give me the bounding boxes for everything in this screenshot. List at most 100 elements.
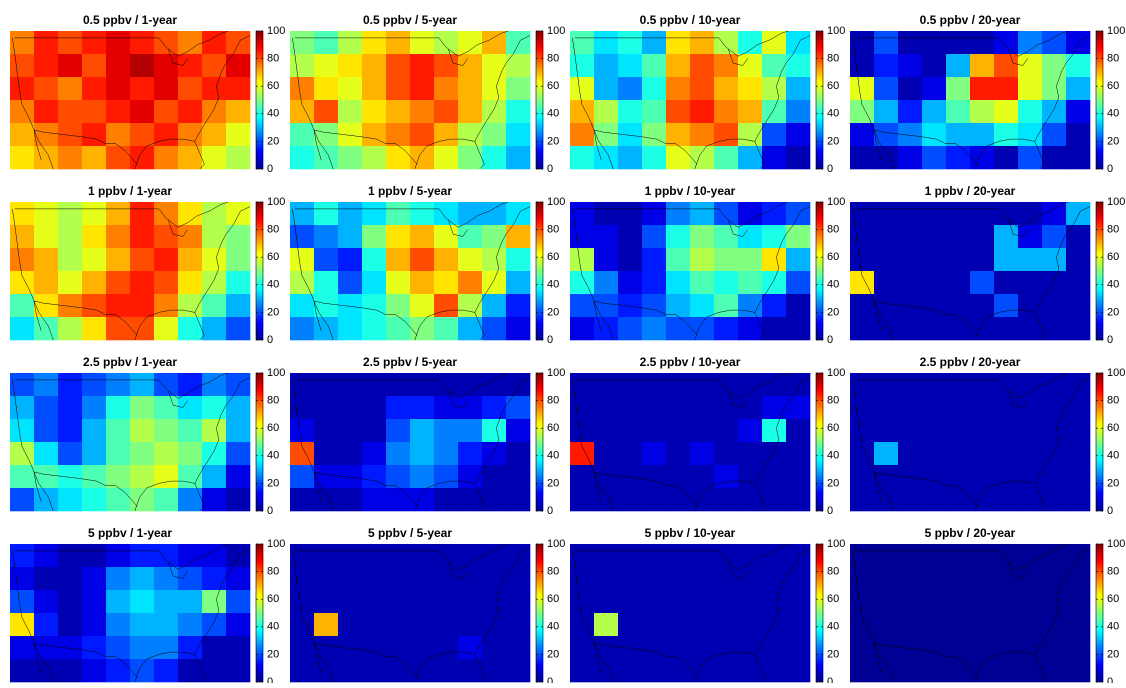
- heat-cell: [1018, 544, 1043, 568]
- heat-cell: [618, 100, 643, 124]
- heat-cell: [506, 488, 531, 512]
- heat-cell: [386, 442, 411, 466]
- heat-cell: [154, 294, 179, 318]
- colorbar-tick-label: 60: [1107, 422, 1119, 434]
- heat-cell: [618, 419, 643, 443]
- colorbar-tick-label: 80: [827, 566, 839, 578]
- heat-cell: [338, 419, 363, 443]
- heat-cell: [762, 488, 787, 512]
- heat-cell: [434, 442, 459, 466]
- heat-cell: [786, 442, 811, 466]
- heat-cell: [1042, 590, 1067, 614]
- heat-cell: [386, 636, 411, 660]
- colorbar-tick-label: 20: [267, 648, 279, 660]
- heat-cell: [970, 54, 995, 78]
- heat-cell: [714, 202, 739, 226]
- heat-cell: [850, 146, 875, 170]
- heat-cell: [202, 419, 227, 443]
- heat-cell: [1018, 202, 1043, 226]
- heat-cell: [850, 202, 875, 226]
- heat-cell: [1018, 613, 1043, 637]
- colorbar-tick-label: 20: [547, 306, 559, 318]
- heat-cell: [1066, 146, 1091, 170]
- heat-cell: [10, 567, 35, 591]
- colorbar-tick-label: 60: [267, 593, 279, 605]
- heat-cell: [386, 613, 411, 637]
- heat-cell: [874, 590, 899, 614]
- heat-cell: [714, 488, 739, 512]
- heat-cell: [738, 77, 763, 101]
- heat-cell: [738, 31, 763, 55]
- heat-cell: [594, 613, 619, 637]
- colorbar-tick-label: 0: [267, 334, 273, 346]
- heat-cell: [10, 54, 35, 78]
- heat-cell: [506, 77, 531, 101]
- heat-cell: [850, 77, 875, 101]
- heat-cell: [714, 146, 739, 170]
- heat-cell: [10, 636, 35, 660]
- colorbar-tick-label: 100: [1107, 25, 1125, 37]
- heat-cell: [82, 317, 107, 341]
- heat-cell: [874, 465, 899, 489]
- heat-cell: [762, 419, 787, 443]
- heat-cell: [362, 567, 387, 591]
- heat-cell: [482, 544, 507, 568]
- heat-cell: [106, 544, 131, 568]
- heat-cell: [1018, 294, 1043, 318]
- heat-cell: [338, 31, 363, 55]
- heat-cell: [642, 271, 667, 295]
- heat-cell: [690, 123, 715, 147]
- heat-cell: [506, 248, 531, 272]
- heat-cell: [594, 317, 619, 341]
- heat-cell: [226, 396, 251, 420]
- heat-cell: [1042, 123, 1067, 147]
- heat-cell: [642, 590, 667, 614]
- heat-cell: [1066, 54, 1091, 78]
- heat-cell: [786, 123, 811, 147]
- heat-cell: [570, 202, 595, 226]
- heat-cell: [34, 567, 59, 591]
- heat-cell: [506, 123, 531, 147]
- colorbar-tick-label: 100: [827, 196, 845, 208]
- heat-cell: [482, 373, 507, 397]
- heat-cell: [570, 100, 595, 124]
- heat-cell: [314, 271, 339, 295]
- heat-cell: [666, 465, 691, 489]
- heat-cell: [338, 465, 363, 489]
- heat-cell: [226, 465, 251, 489]
- heat-cell: [434, 396, 459, 420]
- heat-cell: [434, 77, 459, 101]
- heat-cell: [410, 77, 435, 101]
- heat-cell: [570, 146, 595, 170]
- heat-cell: [10, 419, 35, 443]
- heat-cell: [874, 294, 899, 318]
- heat-cell: [458, 419, 483, 443]
- heat-cell: [1066, 373, 1091, 397]
- colorbar-tick-label: 60: [827, 80, 839, 92]
- heat-cell: [434, 659, 459, 683]
- heat-cell: [314, 248, 339, 272]
- heat-cell: [178, 567, 203, 591]
- colorbar-tick-label: 60: [827, 593, 839, 605]
- heat-cell: [946, 659, 971, 683]
- heat-cell: [666, 54, 691, 78]
- heat-cell: [202, 317, 227, 341]
- heat-cell: [1018, 123, 1043, 147]
- heat-cell: [762, 567, 787, 591]
- heat-cell: [690, 202, 715, 226]
- heat-cell: [874, 54, 899, 78]
- heat-cell: [594, 271, 619, 295]
- heat-cell: [898, 146, 923, 170]
- heat-cell: [506, 54, 531, 78]
- heat-cell: [1018, 373, 1043, 397]
- heat-cell: [434, 636, 459, 660]
- heat-cell: [762, 271, 787, 295]
- heat-cell: [178, 613, 203, 637]
- heat-cell: [314, 225, 339, 249]
- heat-cell: [154, 544, 179, 568]
- colorbar: [255, 30, 264, 170]
- colorbar-tick-label: 0: [547, 676, 553, 683]
- colorbar-tick-label: 40: [827, 450, 839, 462]
- heat-cell: [946, 54, 971, 78]
- heat-cell: [458, 442, 483, 466]
